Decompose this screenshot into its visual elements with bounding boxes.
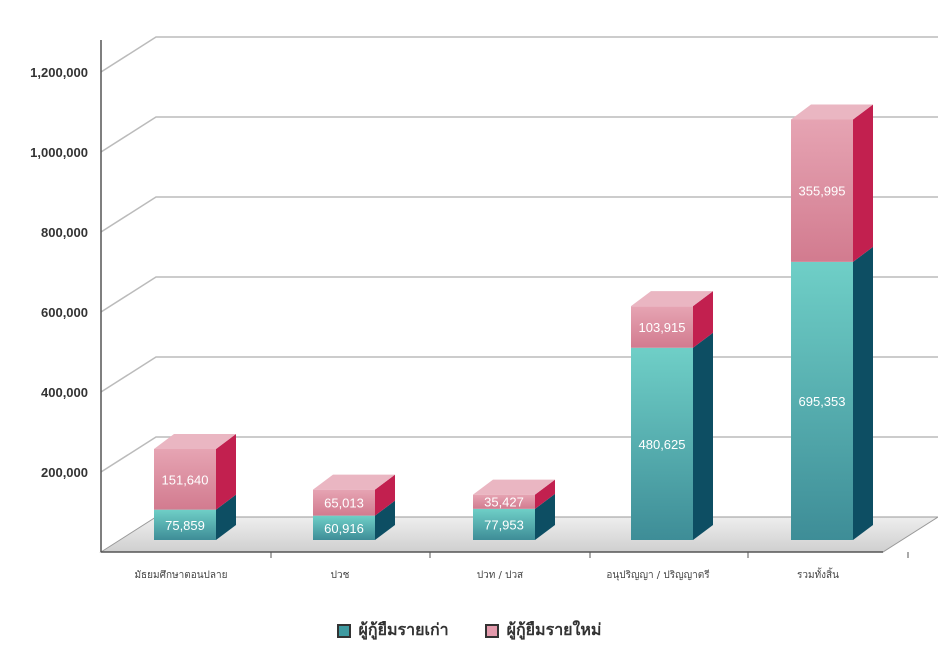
bar-new-top-2 xyxy=(473,479,555,495)
data-label-new: 103,915 xyxy=(639,320,686,335)
bar-new-1 xyxy=(313,489,375,516)
data-label-new: 151,640 xyxy=(162,472,209,487)
bar-old-4 xyxy=(791,261,853,540)
data-label-old: 480,625 xyxy=(639,437,686,452)
data-label-old: 60,916 xyxy=(324,521,364,536)
chart-plot: 75,859 151,640 60,916 65,013 77,953 35,427 480… xyxy=(30,36,938,581)
bar-old-side-1 xyxy=(375,500,395,540)
data-label-new: 35,427 xyxy=(484,495,524,510)
bar-new-top-0 xyxy=(154,434,236,450)
x-tick-label: อนุปริญญา / ปริญญาตรี xyxy=(606,569,710,581)
bar-old-side-0 xyxy=(216,494,236,540)
bar-new-3 xyxy=(631,306,693,348)
data-label-new: 355,995 xyxy=(799,184,846,199)
x-tick-label: ปวช xyxy=(331,570,350,581)
bar-old-3 xyxy=(631,347,693,540)
y-tick-label: 800,000 xyxy=(41,225,88,240)
bar-old-0 xyxy=(154,509,216,540)
x-tick-label: มัธยมศึกษาตอนปลาย xyxy=(134,569,227,581)
bar-old-2 xyxy=(473,508,535,540)
bar-new-side-0 xyxy=(216,434,236,510)
x-tick-label: รวมทั้งสิ้น xyxy=(797,567,839,581)
y-tick-label: 1,200,000 xyxy=(30,65,88,80)
bar-old-side-4 xyxy=(853,246,873,540)
gridline-2 xyxy=(100,276,938,313)
gridline-4 xyxy=(100,116,938,153)
bar-new-top-4 xyxy=(791,104,873,120)
bar-new-0 xyxy=(154,449,216,510)
data-label-old: 77,953 xyxy=(484,517,524,532)
bar-new-side-1 xyxy=(375,474,395,516)
legend-swatch-old xyxy=(336,623,351,638)
data-labels: 75,859 151,640 60,916 65,013 77,953 35,427 480… xyxy=(162,184,846,536)
bars xyxy=(154,104,873,540)
data-label-old: 695,353 xyxy=(799,394,846,409)
y-tick-label: 400,000 xyxy=(41,385,88,400)
legend-label-new: ผู้กู้ยืมรายใหม่ xyxy=(506,620,602,639)
bar-new-side-3 xyxy=(693,291,713,348)
gridline-5 xyxy=(100,36,938,73)
legend-item-new: ผู้กู้ยืมรายใหม่ xyxy=(484,618,602,643)
bar-new-4 xyxy=(791,119,853,262)
bar-new-top-3 xyxy=(631,291,713,307)
bar-new-side-2 xyxy=(535,479,555,509)
data-label-new: 65,013 xyxy=(324,496,364,511)
bar-new-2 xyxy=(473,494,535,509)
bar-new-side-4 xyxy=(853,104,873,262)
y-tick-label: 1,000,000 xyxy=(30,145,88,160)
bar-new-top-1 xyxy=(313,474,395,490)
gridline-3 xyxy=(100,196,938,233)
legend-item-old: ผู้กู้ยืมรายเก่า xyxy=(336,618,449,643)
bar-old-side-3 xyxy=(693,332,713,540)
bar-old-1 xyxy=(313,515,375,540)
x-tick-label: ปวท / ปวส xyxy=(477,570,523,581)
y-tick-label: 200,000 xyxy=(41,465,88,480)
data-label-old: 75,859 xyxy=(165,518,205,533)
axes: 200,000 400,000 600,000 800,000 1,000,000 1,2… xyxy=(30,40,909,581)
legend-label-old: ผู้กู้ยืมรายเก่า xyxy=(358,620,449,639)
bar-old-side-2 xyxy=(535,493,555,540)
y-tick-label: 600,000 xyxy=(41,305,88,320)
legend-swatch-new xyxy=(484,623,499,638)
legend: ผู้กู้ยืมรายเก่า ผู้กู้ยืมรายใหม่ xyxy=(0,618,938,643)
